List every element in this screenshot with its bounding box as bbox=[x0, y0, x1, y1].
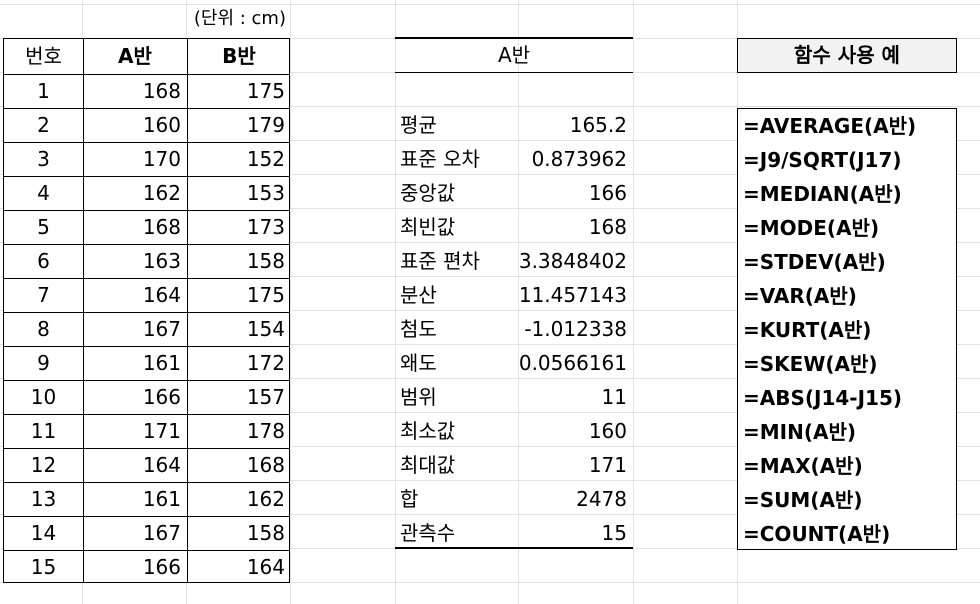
table-cell[interactable]: 161 bbox=[142, 351, 181, 375]
stat-label[interactable]: 평균 bbox=[400, 113, 437, 137]
stat-label[interactable]: 최소값 bbox=[400, 419, 456, 443]
unit-label: (단위 : cm) bbox=[193, 8, 286, 29]
stat-label[interactable]: 관측수 bbox=[400, 521, 456, 545]
function-example[interactable]: =MIN(A반) bbox=[743, 420, 856, 444]
stat-label[interactable]: 표준 오차 bbox=[400, 147, 480, 171]
stat-label[interactable]: 최빈값 bbox=[400, 215, 456, 239]
table-cell[interactable]: 10 bbox=[30, 385, 57, 409]
stat-value[interactable]: -1.012338 bbox=[524, 317, 627, 341]
function-example[interactable]: =ABS(J14-J15) bbox=[743, 386, 903, 410]
functions-box: =AVERAGE(A반) =J9/SQRT(J17) =MEDIAN(A반) =MOD… bbox=[737, 108, 957, 550]
stat-value[interactable]: 11.457143 bbox=[518, 283, 627, 307]
table-cell[interactable]: 171 bbox=[142, 419, 181, 443]
table-cell[interactable]: 4 bbox=[37, 181, 50, 205]
table-cell[interactable]: 6 bbox=[37, 249, 50, 273]
stats-title[interactable]: A반 bbox=[497, 43, 531, 67]
stat-label[interactable]: 표준 편차 bbox=[400, 249, 480, 273]
class-height-table: 번호 A반 B반 1 168 175 2 160 179 3 170 152 4 162 153 5 168 17… bbox=[3, 38, 290, 583]
table-cell[interactable]: 164 bbox=[142, 453, 181, 477]
table-cell[interactable]: 5 bbox=[37, 215, 50, 239]
table-cell[interactable]: 160 bbox=[142, 113, 181, 137]
table-cell[interactable]: 1 bbox=[37, 79, 50, 103]
table-cell[interactable]: 168 bbox=[142, 215, 181, 239]
stat-value[interactable]: 166 bbox=[588, 181, 627, 205]
table-header-1[interactable]: A반 bbox=[118, 44, 152, 68]
table-cell[interactable]: 167 bbox=[142, 317, 181, 341]
function-example[interactable]: =MODE(A반) bbox=[743, 216, 880, 240]
table-cell[interactable]: 166 bbox=[142, 385, 181, 409]
table-cell[interactable]: 175 bbox=[246, 79, 285, 103]
stat-label[interactable]: 합 bbox=[400, 487, 419, 511]
function-example[interactable]: =SKEW(A반) bbox=[743, 352, 878, 376]
table-cell[interactable]: 158 bbox=[246, 249, 285, 273]
table-cell[interactable]: 175 bbox=[246, 283, 285, 307]
table-cell[interactable]: 162 bbox=[142, 181, 181, 205]
table-cell[interactable]: 163 bbox=[142, 249, 181, 273]
table-cell[interactable]: 168 bbox=[246, 453, 285, 477]
stat-label[interactable]: 왜도 bbox=[400, 351, 437, 375]
table-cell[interactable]: 11 bbox=[30, 419, 57, 443]
function-example[interactable]: =KURT(A반) bbox=[743, 318, 872, 342]
function-example[interactable]: =MEDIAN(A반) bbox=[743, 182, 902, 206]
stat-label[interactable]: 중앙값 bbox=[400, 181, 456, 205]
stat-value[interactable]: 15 bbox=[601, 521, 627, 545]
table-cell[interactable]: 178 bbox=[246, 419, 285, 443]
table-cell[interactable]: 152 bbox=[246, 147, 285, 171]
table-cell[interactable]: 173 bbox=[246, 215, 285, 239]
function-example[interactable]: =SUM(A반) bbox=[743, 488, 863, 512]
table-cell[interactable]: 166 bbox=[142, 555, 181, 579]
stat-label[interactable]: 최대값 bbox=[400, 453, 456, 477]
table-cell[interactable]: 158 bbox=[246, 521, 285, 545]
stat-value[interactable]: 2478 bbox=[576, 487, 627, 511]
table-cell[interactable]: 162 bbox=[246, 487, 285, 511]
table-cell[interactable]: 164 bbox=[246, 555, 285, 579]
stat-label[interactable]: 범위 bbox=[400, 385, 437, 409]
stat-label[interactable]: 분산 bbox=[400, 283, 437, 307]
stats-bottom-border bbox=[395, 547, 633, 549]
table-cell[interactable]: 14 bbox=[30, 521, 57, 545]
table-cell[interactable]: 13 bbox=[30, 487, 57, 511]
stat-value[interactable]: 11 bbox=[601, 385, 627, 409]
table-header-2[interactable]: B반 bbox=[222, 44, 256, 68]
table-cell[interactable]: 3 bbox=[37, 147, 50, 171]
table-cell[interactable]: 172 bbox=[246, 351, 285, 375]
table-cell[interactable]: 167 bbox=[142, 521, 181, 545]
stat-value[interactable]: 165.2 bbox=[569, 113, 627, 137]
table-cell[interactable]: 9 bbox=[37, 351, 50, 375]
table-cell[interactable]: 2 bbox=[37, 113, 50, 137]
stats-top-border bbox=[395, 37, 633, 39]
stat-value[interactable]: 160 bbox=[588, 419, 627, 443]
table-cell[interactable]: 12 bbox=[30, 453, 57, 477]
stat-value[interactable]: 168 bbox=[588, 215, 627, 239]
function-example[interactable]: =MAX(A반) bbox=[743, 454, 863, 478]
stat-value[interactable]: 171 bbox=[588, 453, 627, 477]
stats-header-border bbox=[395, 72, 633, 73]
table-cell[interactable]: 154 bbox=[246, 317, 285, 341]
table-cell[interactable]: 170 bbox=[142, 147, 181, 171]
stat-label[interactable]: 첨도 bbox=[400, 317, 437, 341]
table-cell[interactable]: 15 bbox=[30, 555, 57, 579]
table-cell[interactable]: 8 bbox=[37, 317, 50, 341]
stat-value[interactable]: 3.3848402 bbox=[518, 249, 627, 273]
stat-value[interactable]: 0.0566161 bbox=[518, 351, 627, 375]
table-header-0[interactable]: 번호 bbox=[25, 44, 62, 68]
table-cell[interactable]: 7 bbox=[37, 283, 50, 307]
table-cell[interactable]: 161 bbox=[142, 487, 181, 511]
table-cell[interactable]: 164 bbox=[142, 283, 181, 307]
stat-value[interactable]: 0.873962 bbox=[531, 147, 627, 171]
function-example[interactable]: =J9/SQRT(J17) bbox=[743, 148, 902, 172]
table-cell[interactable]: 179 bbox=[246, 113, 285, 137]
function-example[interactable]: =STDEV(A반) bbox=[743, 250, 886, 274]
function-example[interactable]: =VAR(A반) bbox=[743, 284, 857, 308]
table-cell[interactable]: 168 bbox=[142, 79, 181, 103]
table-cell[interactable]: 153 bbox=[246, 181, 285, 205]
functions-title[interactable]: 함수 사용 예 bbox=[737, 38, 957, 73]
function-example[interactable]: =COUNT(A반) bbox=[743, 522, 891, 546]
table-cell[interactable]: 157 bbox=[246, 385, 285, 409]
function-example[interactable]: =AVERAGE(A반) bbox=[743, 114, 917, 138]
